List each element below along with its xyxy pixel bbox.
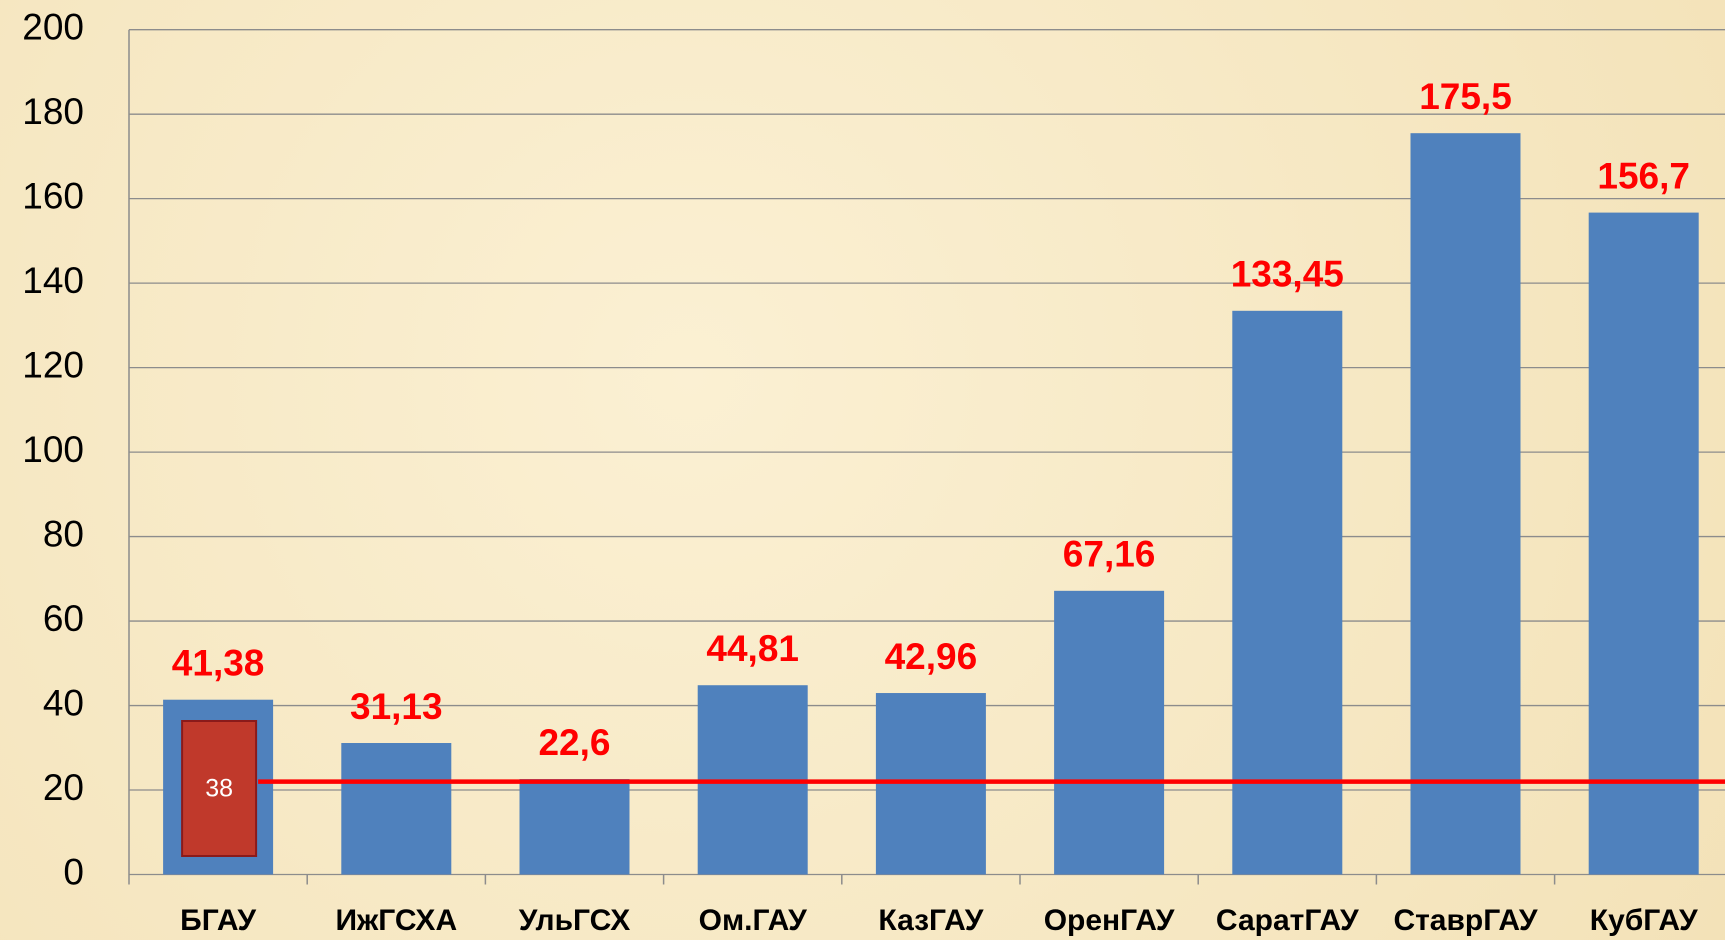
value-label: 175,5 [1419, 76, 1512, 117]
value-label: 42,96 [885, 636, 978, 677]
annotation-box [181, 720, 258, 857]
bar [1410, 133, 1521, 875]
y-tick-label: 20 [43, 767, 84, 808]
value-label: 44,81 [706, 628, 799, 669]
x-tick-label: КазГАУ [878, 904, 983, 937]
value-label: 133,45 [1231, 254, 1344, 295]
bar [1232, 310, 1343, 875]
bar [1588, 212, 1699, 875]
x-tick-label: КубГАУ [1590, 904, 1698, 937]
y-tick-label: 60 [43, 598, 84, 639]
value-label: 67,16 [1063, 534, 1156, 575]
value-label: 31,13 [350, 686, 443, 727]
y-tick-label: 200 [22, 6, 84, 47]
y-tick-label: 140 [22, 260, 84, 301]
bar [341, 743, 452, 875]
y-tick-label: 100 [22, 429, 84, 470]
x-tick-label: СаратГАУ [1216, 904, 1359, 937]
y-tick-label: 80 [43, 513, 84, 554]
y-tick-label: 40 [43, 682, 84, 723]
y-tick-label: 0 [63, 851, 84, 892]
value-label: 156,7 [1597, 155, 1690, 196]
x-tick-label: ИжГСХА [335, 904, 457, 937]
y-tick-label: 120 [22, 344, 84, 385]
bar [1054, 590, 1165, 875]
value-label: 22,6 [538, 722, 610, 763]
x-tick-label: БГАУ [180, 904, 256, 937]
x-tick-label: Ом.ГАУ [699, 904, 808, 937]
y-tick-label: 180 [22, 91, 84, 132]
value-label: 41,38 [172, 642, 265, 683]
y-tick-label: 160 [22, 175, 84, 216]
bar [519, 779, 630, 875]
x-tick-label: УльГСХ [519, 904, 630, 937]
x-tick-label: ОренГАУ [1044, 904, 1175, 937]
x-tick-label: СтаврГАУ [1393, 904, 1537, 937]
annotation-text: 38 [205, 775, 233, 803]
